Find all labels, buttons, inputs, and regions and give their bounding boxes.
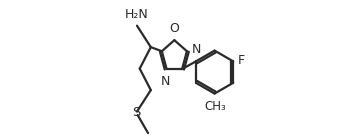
Text: N: N	[192, 43, 201, 56]
Text: O: O	[169, 22, 179, 35]
Text: H₂N: H₂N	[124, 9, 148, 21]
Text: F: F	[238, 54, 245, 67]
Text: CH₃: CH₃	[205, 100, 226, 113]
Text: S: S	[132, 106, 141, 119]
Text: N: N	[161, 75, 170, 88]
